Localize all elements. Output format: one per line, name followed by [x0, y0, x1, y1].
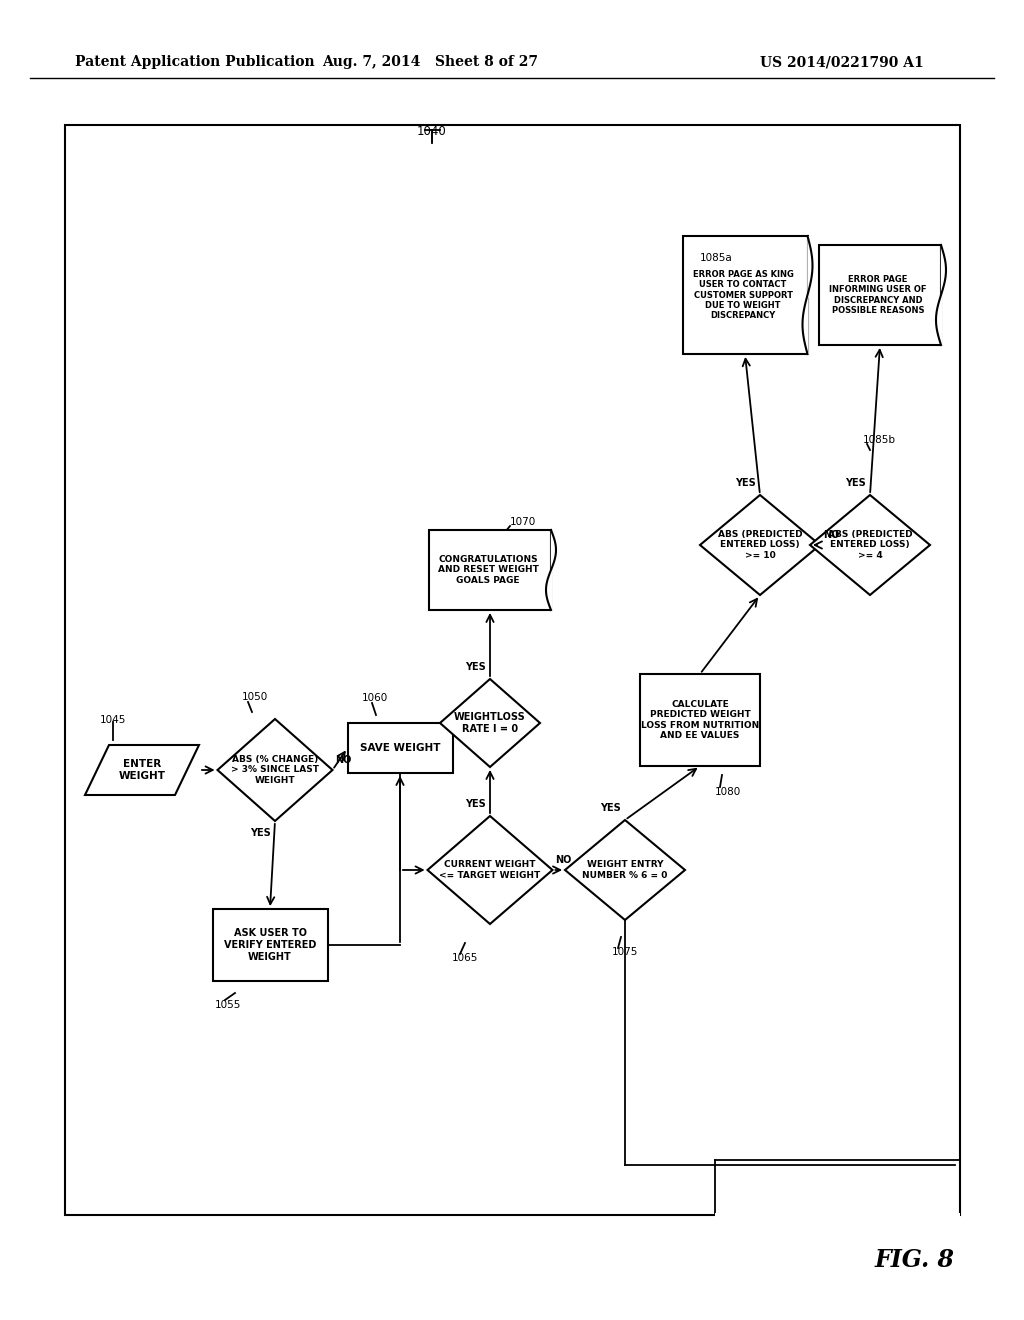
Text: WEIGHT ENTRY
NUMBER % 6 = 0: WEIGHT ENTRY NUMBER % 6 = 0 [583, 861, 668, 879]
Text: 1070: 1070 [510, 517, 537, 527]
Polygon shape [85, 744, 199, 795]
Text: ERROR PAGE
INFORMING USER OF
DISCREPANCY AND
POSSIBLE REASONS: ERROR PAGE INFORMING USER OF DISCREPANCY… [829, 275, 927, 315]
Text: YES: YES [845, 478, 865, 488]
Text: Aug. 7, 2014   Sheet 8 of 27: Aug. 7, 2014 Sheet 8 of 27 [322, 55, 538, 69]
Bar [65, 125, 961, 1214]
Text: WEIGHTLOSS
RATE I = 0: WEIGHTLOSS RATE I = 0 [454, 713, 526, 734]
Text: NO: NO [336, 755, 352, 766]
Text: ENTER
WEIGHT: ENTER WEIGHT [119, 759, 166, 781]
Bar [683, 236, 808, 354]
Polygon shape [440, 678, 540, 767]
Text: US 2014/0221790 A1: US 2014/0221790 A1 [760, 55, 924, 69]
Text: CURRENT WEIGHT
<= TARGET WEIGHT: CURRENT WEIGHT <= TARGET WEIGHT [439, 861, 541, 879]
Text: 1085a: 1085a [700, 253, 733, 263]
Text: ERROR PAGE AS KING
USER TO CONTACT
CUSTOMER SUPPORT
DUE TO WEIGHT
DISCREPANCY: ERROR PAGE AS KING USER TO CONTACT CUSTO… [692, 269, 794, 321]
Text: 1065: 1065 [452, 953, 478, 964]
Text: 1060: 1060 [362, 693, 388, 704]
Text: CALCULATE
PREDICTED WEIGHT
LOSS FROM NUTRITION
AND EE VALUES: CALCULATE PREDICTED WEIGHT LOSS FROM NUT… [641, 700, 759, 741]
Text: ASK USER TO
VERIFY ENTERED
WEIGHT: ASK USER TO VERIFY ENTERED WEIGHT [224, 928, 316, 961]
Polygon shape [700, 495, 820, 595]
Text: NO: NO [555, 855, 571, 865]
Text: 1075: 1075 [612, 946, 638, 957]
Text: 1040: 1040 [417, 125, 446, 139]
Text: 1050: 1050 [242, 692, 268, 702]
Text: ABS (PREDICTED
ENTERED LOSS)
>= 4: ABS (PREDICTED ENTERED LOSS) >= 4 [827, 531, 912, 560]
Polygon shape [217, 719, 333, 821]
Polygon shape [565, 820, 685, 920]
Text: Patent Application Publication: Patent Application Publication [75, 55, 314, 69]
Text: YES: YES [465, 799, 485, 809]
Text: SAVE WEIGHT: SAVE WEIGHT [359, 743, 440, 752]
Bar [429, 531, 551, 610]
Text: YES: YES [735, 478, 756, 488]
Text: CONGRATULATIONS
AND RESET WEIGHT
GOALS PAGE: CONGRATULATIONS AND RESET WEIGHT GOALS P… [437, 556, 539, 585]
Bar [347, 723, 453, 774]
Text: 1080: 1080 [715, 787, 741, 797]
Polygon shape [810, 495, 930, 595]
Text: YES: YES [250, 828, 270, 838]
Text: NO: NO [823, 531, 840, 540]
Text: ABS (% CHANGE)
> 3% SINCE LAST
WEIGHT: ABS (% CHANGE) > 3% SINCE LAST WEIGHT [231, 755, 319, 785]
Text: 1055: 1055 [215, 1001, 242, 1010]
Polygon shape [427, 816, 553, 924]
Bar [213, 909, 328, 981]
Text: YES: YES [600, 803, 621, 813]
Text: 1085b: 1085b [863, 436, 896, 445]
Polygon shape [715, 1213, 961, 1217]
Text: FIG. 8: FIG. 8 [874, 1247, 955, 1272]
Text: ABS (PREDICTED
ENTERED LOSS)
>= 10: ABS (PREDICTED ENTERED LOSS) >= 10 [718, 531, 803, 560]
Bar [640, 675, 760, 766]
Bar [819, 246, 941, 345]
Text: YES: YES [465, 663, 485, 672]
Text: 1045: 1045 [100, 715, 126, 725]
